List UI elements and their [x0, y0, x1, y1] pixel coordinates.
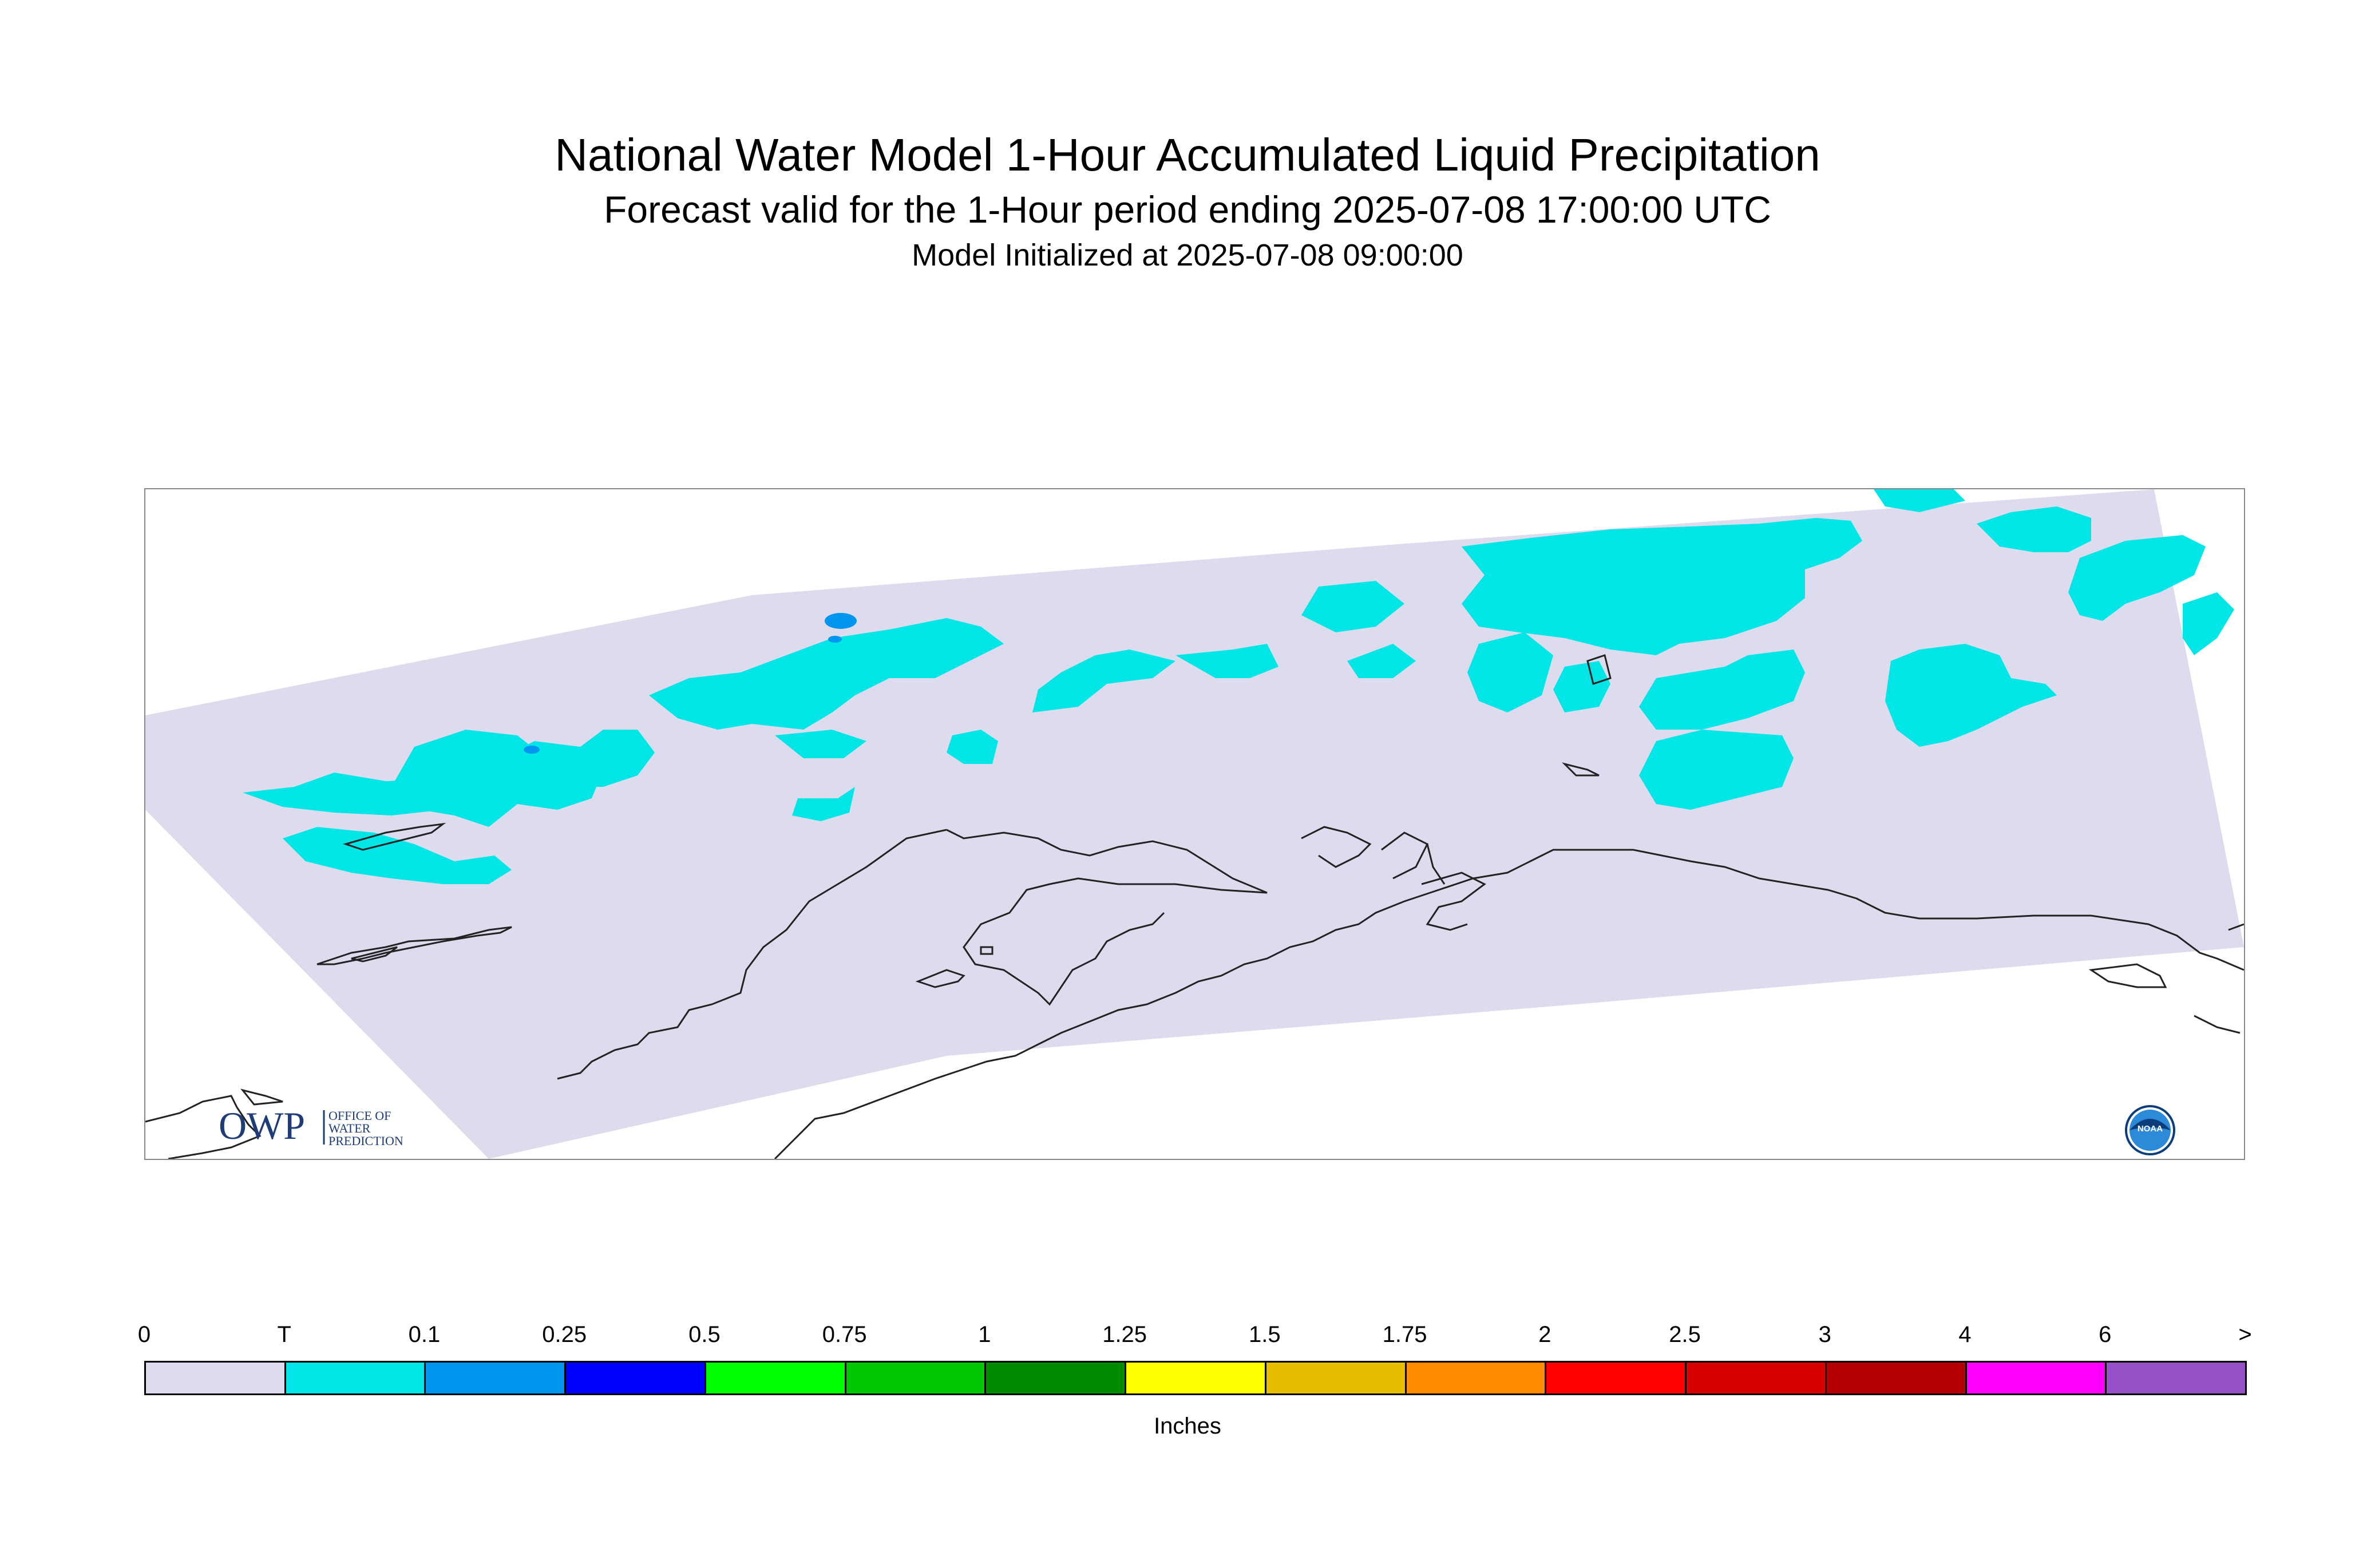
owp-logo-text: OFFICE OF [328, 1108, 391, 1123]
legend-tick-label: 1.25 [1102, 1322, 1147, 1347]
noaa-logo: NOAA [2125, 1105, 2175, 1155]
legend-swatch [1264, 1361, 1407, 1395]
legend-swatch [1685, 1361, 1827, 1395]
legend-tick-label: 0 [137, 1322, 151, 1347]
legend-tick-label: 0.75 [822, 1322, 867, 1347]
noaa-logo-mark: NOAA [2138, 1124, 2163, 1134]
owp-logo-text: WATER [328, 1121, 371, 1135]
trace-precip-areas [243, 489, 2234, 884]
legend-swatch [564, 1361, 706, 1395]
legend-tick-label: 1.75 [1382, 1322, 1427, 1347]
legend-tick-label: 2.5 [1669, 1322, 1701, 1347]
legend-tick-label: 1.5 [1249, 1322, 1281, 1347]
map-title: National Water Model 1-Hour Accumulated … [555, 129, 1820, 180]
legend-swatch [1545, 1361, 1687, 1395]
legend-tick-label: 0.1 [408, 1322, 441, 1347]
legend-tick-label: 1 [978, 1322, 991, 1347]
legend-swatch [844, 1361, 987, 1395]
precipitation-map: OWP OFFICE OF WATER PREDICTION NOAA [144, 488, 2245, 1160]
legend-swatch [1965, 1361, 2107, 1395]
legend-swatch [984, 1361, 1127, 1395]
owp-logo-mark: OWP [219, 1104, 305, 1147]
map-canvas: OWP OFFICE OF WATER PREDICTION NOAA [145, 489, 2244, 1159]
legend-tick-label: 2 [1538, 1322, 1551, 1347]
legend-tick-label: 0.25 [542, 1322, 587, 1347]
legend-swatch [2105, 1361, 2247, 1395]
legend-tick-label: 3 [1818, 1322, 1831, 1347]
map-subtitle: Forecast valid for the 1-Hour period end… [604, 188, 1771, 231]
owp-logo: OWP OFFICE OF WATER PREDICTION [219, 1104, 403, 1148]
legend-tick-label: 0.5 [688, 1322, 721, 1347]
precipitation-legend [144, 1361, 2247, 1395]
legend-units: Inches [1154, 1413, 1221, 1439]
legend-swatch [704, 1361, 846, 1395]
light-precip-areas [524, 613, 857, 754]
legend-swatch [1824, 1361, 1967, 1395]
legend-swatch [1125, 1361, 1266, 1395]
owp-logo-text: PREDICTION [328, 1134, 403, 1148]
legend-tick-label: 6 [2099, 1322, 2112, 1347]
legend-swatch [1404, 1361, 1547, 1395]
model-init-line: Model Initialized at 2025-07-08 09:00:00 [912, 238, 1463, 272]
legend-tick-label: 4 [1958, 1322, 1972, 1347]
legend-tick-label: > [2238, 1322, 2252, 1347]
legend-tick-labels: 0 T 0.1 0.25 0.5 0.75 1 1.25 1.5 1.75 2 2.5 3 4 6 > [138, 1322, 2252, 1351]
model-domain [145, 489, 2244, 1159]
legend-swatch [144, 1361, 286, 1395]
legend-swatch [284, 1361, 426, 1395]
legend-tick-label: T [277, 1322, 291, 1347]
coastlines [145, 654, 2244, 1159]
legend-swatch [424, 1361, 567, 1395]
